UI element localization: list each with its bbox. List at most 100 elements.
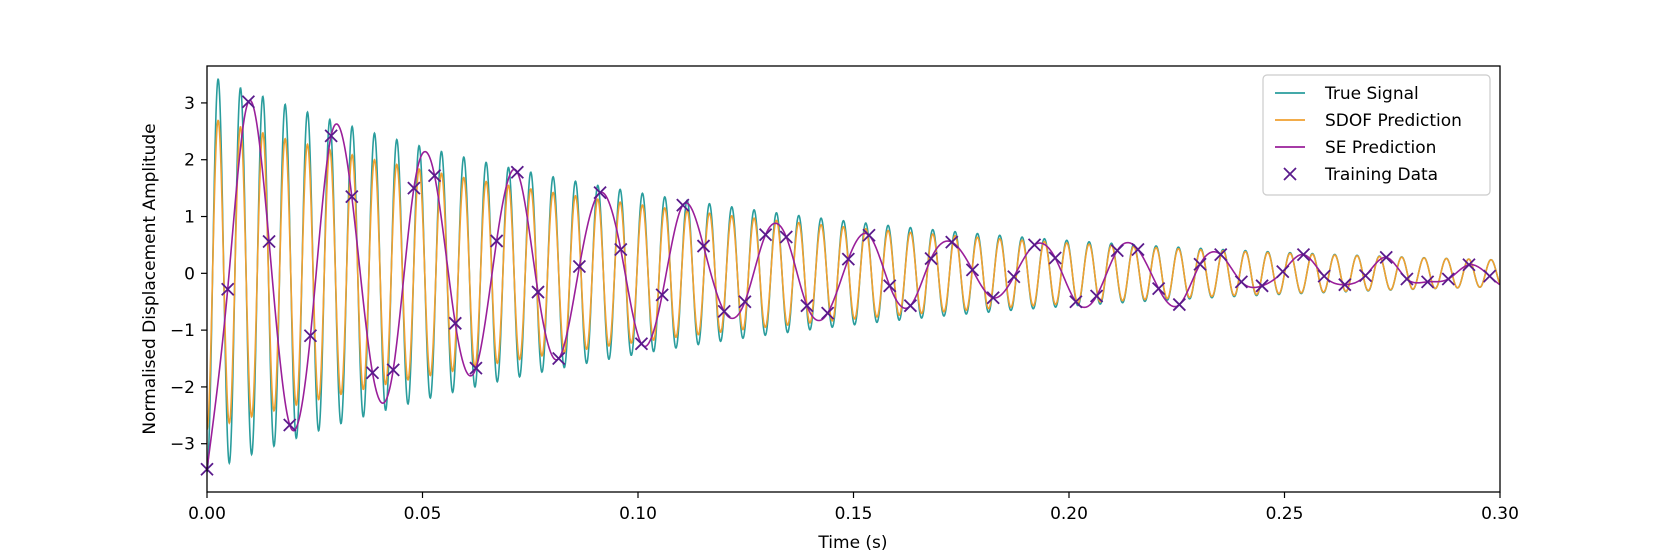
training-data-point (717, 304, 731, 319)
training-data-point (779, 230, 793, 244)
training-data-point (1131, 242, 1145, 257)
y-axis-label: Normalised Displacement Amplitude (140, 123, 160, 434)
x-axis-label: Time (s) (817, 533, 887, 553)
training-data-point (1483, 269, 1497, 283)
marker-stroke (862, 228, 876, 242)
training-data-point (924, 251, 938, 266)
training-data-point (407, 181, 421, 195)
training-data-point (1379, 250, 1393, 265)
y-tick-label: 0 (184, 264, 195, 284)
marker-stroke (717, 304, 731, 319)
training-data-point (655, 288, 669, 302)
training-data-point (386, 363, 400, 377)
marker-stroke (572, 259, 587, 274)
y-tick-label: 1 (184, 208, 195, 228)
marker-stroke (758, 228, 773, 242)
legend-swatch-training-data (1283, 167, 1297, 181)
training-data-point (221, 282, 235, 296)
marker-stroke (1069, 295, 1083, 309)
training-data-point (738, 295, 752, 309)
training-data-point (1048, 251, 1062, 265)
training-data-point (696, 239, 711, 253)
training-data-point (1276, 264, 1290, 279)
marker-stroke (903, 299, 918, 313)
marker-stroke (1283, 167, 1297, 181)
y-tick-label: −3 (170, 435, 195, 455)
marker-stroke (655, 288, 669, 302)
training-data-point (427, 168, 442, 183)
training-data-point (531, 285, 545, 299)
marker-stroke (1441, 272, 1455, 286)
marker-stroke (531, 285, 545, 299)
marker-stroke (1379, 250, 1393, 265)
marker-stroke (427, 168, 442, 183)
marker-stroke (1110, 243, 1124, 258)
training-data-point (510, 165, 524, 179)
training-data-point (1007, 270, 1021, 284)
training-data-point (1296, 247, 1311, 262)
training-data-point (1089, 289, 1104, 303)
training-data-point (552, 351, 566, 366)
training-data-point (758, 228, 773, 242)
marker-stroke (1338, 278, 1352, 292)
marker-stroke (1089, 289, 1104, 303)
marker-stroke (986, 291, 1000, 305)
marker-stroke (469, 361, 483, 375)
marker-stroke (1027, 238, 1042, 252)
marker-stroke (634, 337, 649, 351)
marker-stroke (1358, 268, 1373, 283)
marker-stroke (1172, 297, 1186, 312)
marker-stroke (241, 95, 256, 109)
y-tick-label: −1 (170, 321, 195, 341)
marker-stroke (1214, 247, 1228, 262)
legend-label-se-prediction: SE Prediction (1325, 138, 1436, 158)
x-axis-ticks: 0.00 0.05 0.10 0.15 0.20 0.25 0.30 (188, 492, 1519, 524)
marker-stroke (1152, 282, 1166, 296)
marker-stroke (614, 242, 628, 257)
marker-stroke (965, 263, 980, 277)
marker-stroke (1276, 264, 1290, 279)
training-data-point (1214, 247, 1228, 262)
training-data-point (469, 361, 483, 375)
marker-stroke (1483, 269, 1497, 283)
marker-stroke (1462, 258, 1476, 272)
x-tick-label: 0.15 (835, 504, 873, 524)
training-data-markers (200, 95, 1497, 476)
training-data-point (821, 306, 835, 320)
training-data-point (572, 259, 587, 274)
x-tick-label: 0.25 (1266, 504, 1304, 524)
y-tick-label: 2 (184, 151, 195, 171)
marker-stroke (489, 234, 504, 248)
training-data-point (1441, 272, 1455, 286)
marker-stroke (738, 295, 752, 309)
marker-stroke (1193, 257, 1207, 271)
training-data-point (241, 95, 256, 109)
training-data-point (1234, 275, 1249, 289)
y-axis-ticks: 3 2 1 0 −1 −2 −3 (170, 94, 207, 455)
training-data-point (1110, 243, 1124, 258)
training-data-point (841, 252, 855, 266)
marker-stroke (676, 198, 690, 212)
marker-stroke (821, 306, 835, 320)
marker-stroke (800, 299, 814, 313)
training-data-point (1358, 268, 1373, 283)
training-data-point (1027, 238, 1042, 252)
training-data-point (1462, 258, 1476, 272)
marker-stroke (221, 282, 235, 296)
marker-stroke (1296, 247, 1311, 262)
training-data-point (262, 234, 276, 249)
legend: True Signal SDOF Prediction SE Prediction T… (1262, 74, 1491, 196)
marker-stroke (1255, 279, 1269, 293)
training-data-point (1317, 269, 1331, 283)
training-data-point (986, 291, 1000, 305)
x-tick-label: 0.10 (619, 504, 657, 524)
training-data-point (1152, 282, 1166, 296)
y-tick-label: −2 (170, 378, 195, 398)
marker-stroke (924, 251, 938, 266)
training-data-point (489, 234, 504, 248)
marker-stroke (779, 230, 793, 244)
marker-stroke (1131, 242, 1145, 257)
training-data-point (1172, 297, 1186, 312)
marker-stroke (324, 129, 338, 143)
marker-stroke (1048, 251, 1062, 265)
